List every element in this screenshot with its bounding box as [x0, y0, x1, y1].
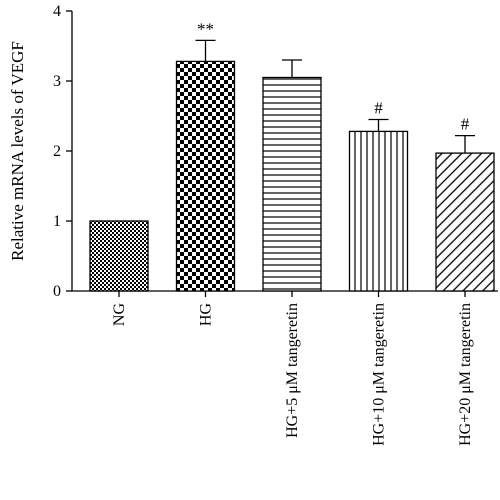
x-tick-label: HG+5 μM tangeretin [284, 303, 301, 438]
bar [175, 60, 236, 292]
x-tick-label: HG+20 μM tangeretin [457, 303, 474, 446]
y-tick-label: 1 [53, 213, 61, 230]
bar [89, 220, 149, 292]
x-tick-label: NG [111, 303, 128, 327]
significance-label: ** [197, 19, 214, 38]
significance-label: # [374, 99, 383, 118]
significance-label: # [461, 115, 470, 134]
bar [262, 76, 322, 292]
x-tick-label: HG+10 μM tangeretin [371, 303, 388, 446]
y-tick-label: 3 [53, 73, 61, 90]
bar [435, 152, 495, 292]
y-tick-label: 4 [53, 3, 61, 20]
bars [89, 39, 495, 292]
y-tick-label: 0 [53, 283, 61, 300]
y-tick-label: 2 [53, 143, 61, 160]
bar [348, 130, 409, 292]
labels: 0 1 2 3 4 Relative mRNA levels of VEGF NG ** HG H… [8, 3, 474, 446]
y-axis-title: Relative mRNA levels of VEGF [8, 41, 27, 261]
x-tick-label: HG [198, 303, 215, 327]
